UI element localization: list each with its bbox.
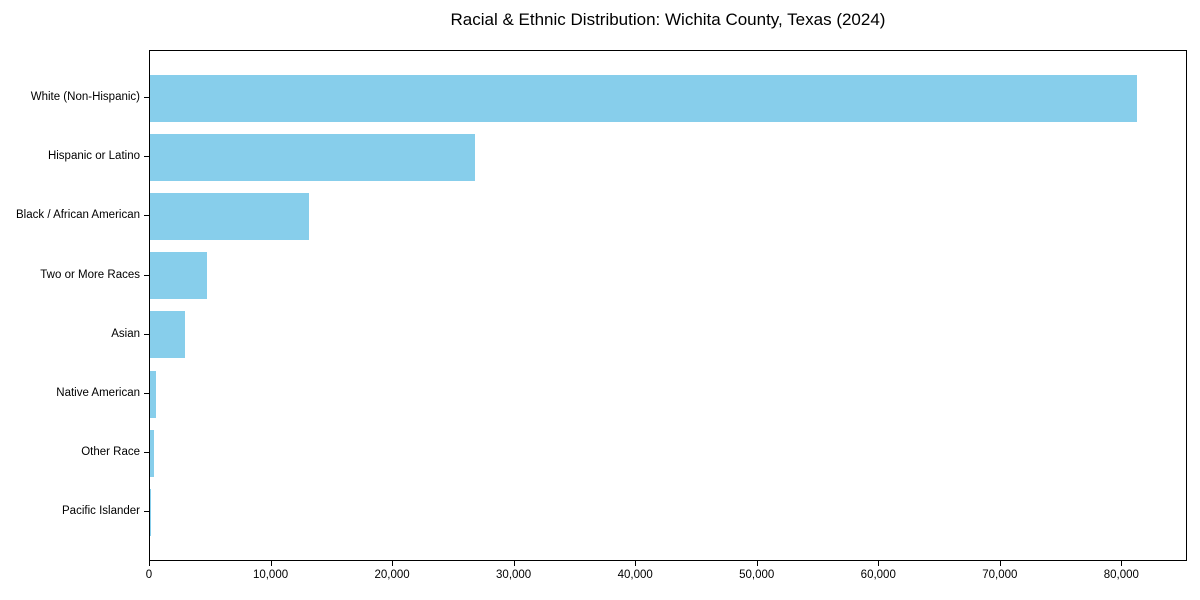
bar-native-american bbox=[150, 370, 157, 418]
plot-area bbox=[149, 50, 1187, 561]
x-tick-label: 0 bbox=[145, 569, 153, 581]
x-tick-mark bbox=[999, 561, 1001, 566]
x-tick-mark bbox=[149, 561, 150, 566]
x-tick-mark bbox=[878, 561, 880, 566]
y-tick-mark bbox=[144, 511, 149, 513]
x-tick-mark bbox=[1121, 561, 1123, 566]
x-tick-mark bbox=[756, 561, 758, 566]
x-tick-mark bbox=[270, 561, 272, 566]
x-tick-label: 30,000 bbox=[496, 569, 532, 581]
y-tick-label: Other Race bbox=[81, 446, 140, 459]
y-tick-label: Asian bbox=[111, 327, 140, 340]
bar-pacific-islander bbox=[150, 488, 152, 536]
x-tick-label: 40,000 bbox=[617, 569, 653, 581]
x-tick-mark bbox=[635, 561, 637, 566]
bar-hispanic-or-latino bbox=[150, 133, 475, 181]
y-tick-mark bbox=[144, 215, 149, 217]
y-tick-label: Native American bbox=[56, 387, 140, 399]
x-tick-label: 60,000 bbox=[860, 569, 896, 581]
y-tick-label: Pacific Islander bbox=[62, 505, 140, 518]
x-tick-label: 80,000 bbox=[1103, 569, 1139, 581]
bar-white-non-hispanic bbox=[150, 74, 1137, 122]
y-tick-mark bbox=[144, 97, 149, 98]
bar-two-or-more-races bbox=[150, 252, 208, 300]
x-tick-label: 10,000 bbox=[252, 569, 289, 581]
x-tick-mark bbox=[513, 561, 515, 566]
y-tick-label: White (Non-Hispanic) bbox=[30, 91, 140, 103]
y-tick-mark bbox=[144, 156, 149, 158]
chart-title: Racial & Ethnic Distribution: Wichita Co… bbox=[450, 10, 886, 29]
y-tick-label: Two or More Races bbox=[40, 268, 140, 281]
y-tick-label: Hispanic or Latino bbox=[47, 150, 140, 163]
y-tick-mark bbox=[144, 393, 149, 394]
x-tick-label: 50,000 bbox=[739, 569, 775, 581]
y-tick-mark bbox=[144, 333, 149, 335]
bar-other-race bbox=[150, 429, 154, 477]
y-tick-mark bbox=[144, 452, 149, 454]
bar-asian bbox=[150, 311, 186, 359]
x-tick-label: 20,000 bbox=[374, 569, 410, 581]
x-tick-mark bbox=[392, 561, 394, 566]
x-tick-label: 70,000 bbox=[982, 569, 1018, 581]
y-tick-mark bbox=[144, 274, 149, 276]
y-tick-label: Black / African American bbox=[16, 209, 140, 222]
bar-black-african-american bbox=[150, 192, 310, 240]
